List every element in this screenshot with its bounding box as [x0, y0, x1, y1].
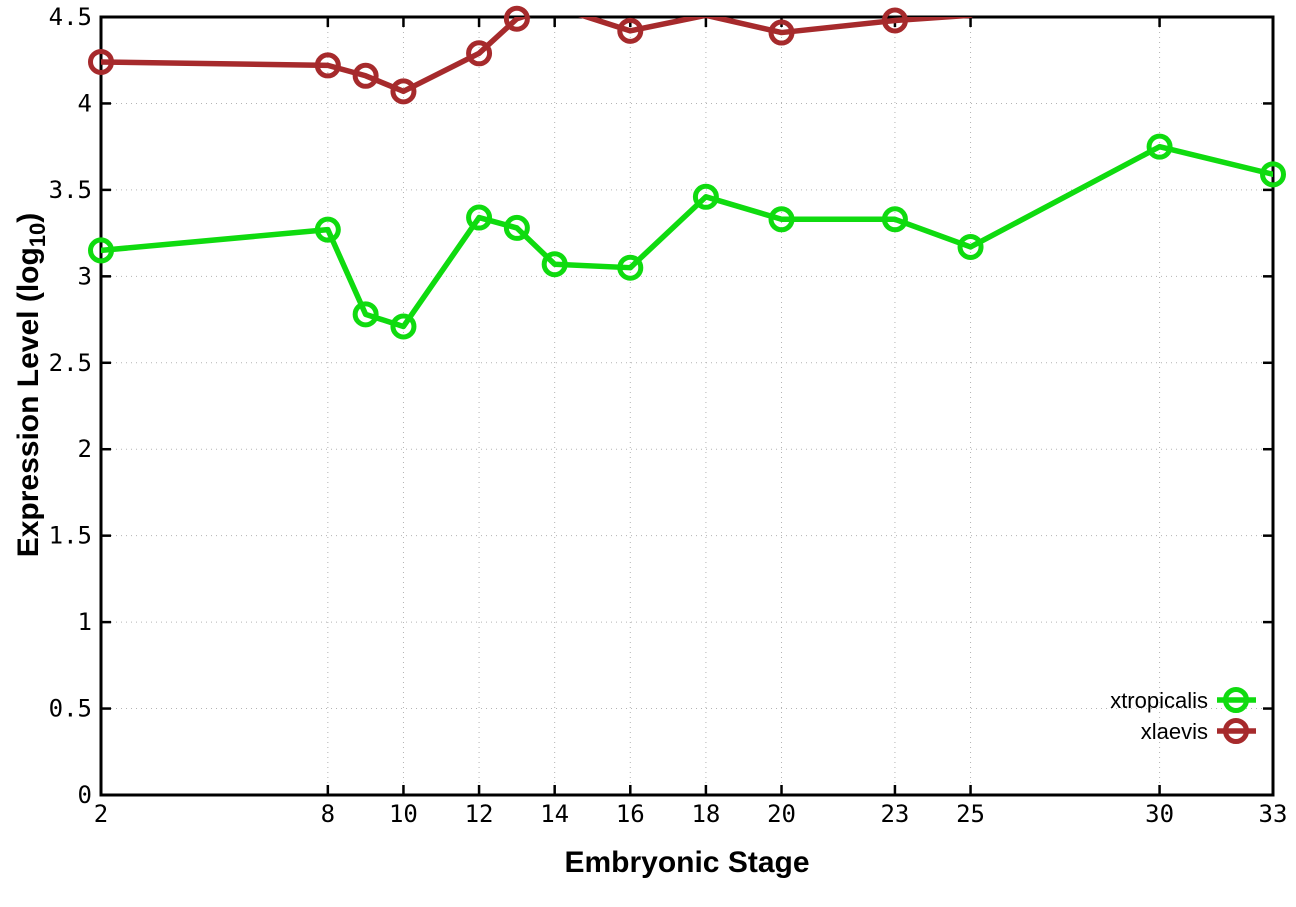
y-tick-label: 0.5	[49, 695, 92, 723]
legend: xtropicalis xlaevis	[1110, 687, 1256, 744]
y-tick-label: 4	[78, 89, 92, 117]
y-tick-labels: 0 0.5 1 1.5 2 2.5 3 3.5 4 4.5	[49, 3, 92, 809]
data-point-marker	[88, 237, 114, 264]
data-point-marker	[1260, 161, 1286, 188]
y-tick-label: 3.5	[49, 176, 92, 204]
data-point-marker	[352, 301, 379, 328]
y-axis-title-close: )	[12, 213, 45, 223]
x-tick-label: 10	[389, 800, 418, 828]
data-point-marker	[503, 214, 530, 241]
data-point-marker	[768, 19, 795, 46]
y-axis-title-sub: 10	[25, 223, 50, 247]
y-tick-label: 4.5	[49, 3, 92, 31]
data-point-marker	[1146, 133, 1173, 160]
x-tick-label: 30	[1145, 800, 1174, 828]
data-point-marker	[88, 48, 114, 75]
data-point-marker	[314, 52, 341, 79]
x-tick-label: 12	[465, 800, 494, 828]
data-point-marker	[503, 5, 530, 32]
data-point-marker	[390, 313, 417, 340]
data-point-marker	[692, 183, 719, 210]
data-point-marker	[768, 206, 795, 233]
data-point-marker	[617, 17, 644, 44]
x-tick-labels: 2 8 10 12 14 16 18 20 23 25 30 33	[94, 800, 1288, 828]
x-tick-label: 33	[1259, 800, 1288, 828]
data-point-marker	[881, 206, 908, 233]
x-tick-label: 23	[880, 800, 909, 828]
y-axis-title: Expression Level (log10)	[12, 213, 50, 558]
y-axis-title-main: Expression Level (log	[12, 247, 45, 557]
legend-marker-sample	[1223, 718, 1249, 744]
legend-label-xlaevis: xlaevis	[1141, 719, 1208, 744]
x-tick-label: 2	[94, 800, 108, 828]
data-point-marker	[957, 233, 984, 260]
data-point-marker	[466, 40, 493, 67]
data-point-marker	[541, 251, 568, 278]
data-point-marker	[352, 62, 379, 89]
y-tick-label: 2.5	[49, 349, 92, 377]
x-tick-label: 8	[321, 800, 335, 828]
data-point-marker	[881, 7, 908, 34]
x-tick-label: 20	[767, 800, 796, 828]
x-tick-label: 16	[616, 800, 645, 828]
series-line-xlaevis	[101, 17, 973, 95]
legend-item-xlaevis: xlaevis	[1141, 718, 1256, 744]
legend-label-xtropicalis: xtropicalis	[1110, 688, 1208, 713]
y-tick-label: 0	[78, 781, 92, 809]
data-point-marker	[466, 204, 493, 231]
series-xlaevis	[88, 5, 973, 105]
y-tick-label: 2	[78, 435, 92, 463]
y-tick-label: 1	[78, 608, 92, 636]
series-line-xtropicalis	[101, 143, 1273, 330]
y-tick-label: 1.5	[49, 522, 92, 550]
data-point-marker	[314, 216, 341, 243]
data-point-marker	[617, 254, 644, 281]
x-axis-title: Embryonic Stage	[564, 846, 809, 879]
legend-item-xtropicalis: xtropicalis	[1110, 687, 1256, 713]
series-markers-xlaevis	[88, 5, 908, 105]
series-xtropicalis	[88, 133, 1286, 340]
x-tick-label: 25	[956, 800, 985, 828]
y-tick-label: 3	[78, 262, 92, 290]
grid-lines	[101, 17, 1273, 795]
legend-marker-sample	[1223, 687, 1249, 713]
data-point-marker	[390, 78, 417, 105]
x-tick-label: 14	[540, 800, 569, 828]
x-tick-label: 18	[691, 800, 720, 828]
series-markers-xtropicalis	[88, 133, 1286, 340]
